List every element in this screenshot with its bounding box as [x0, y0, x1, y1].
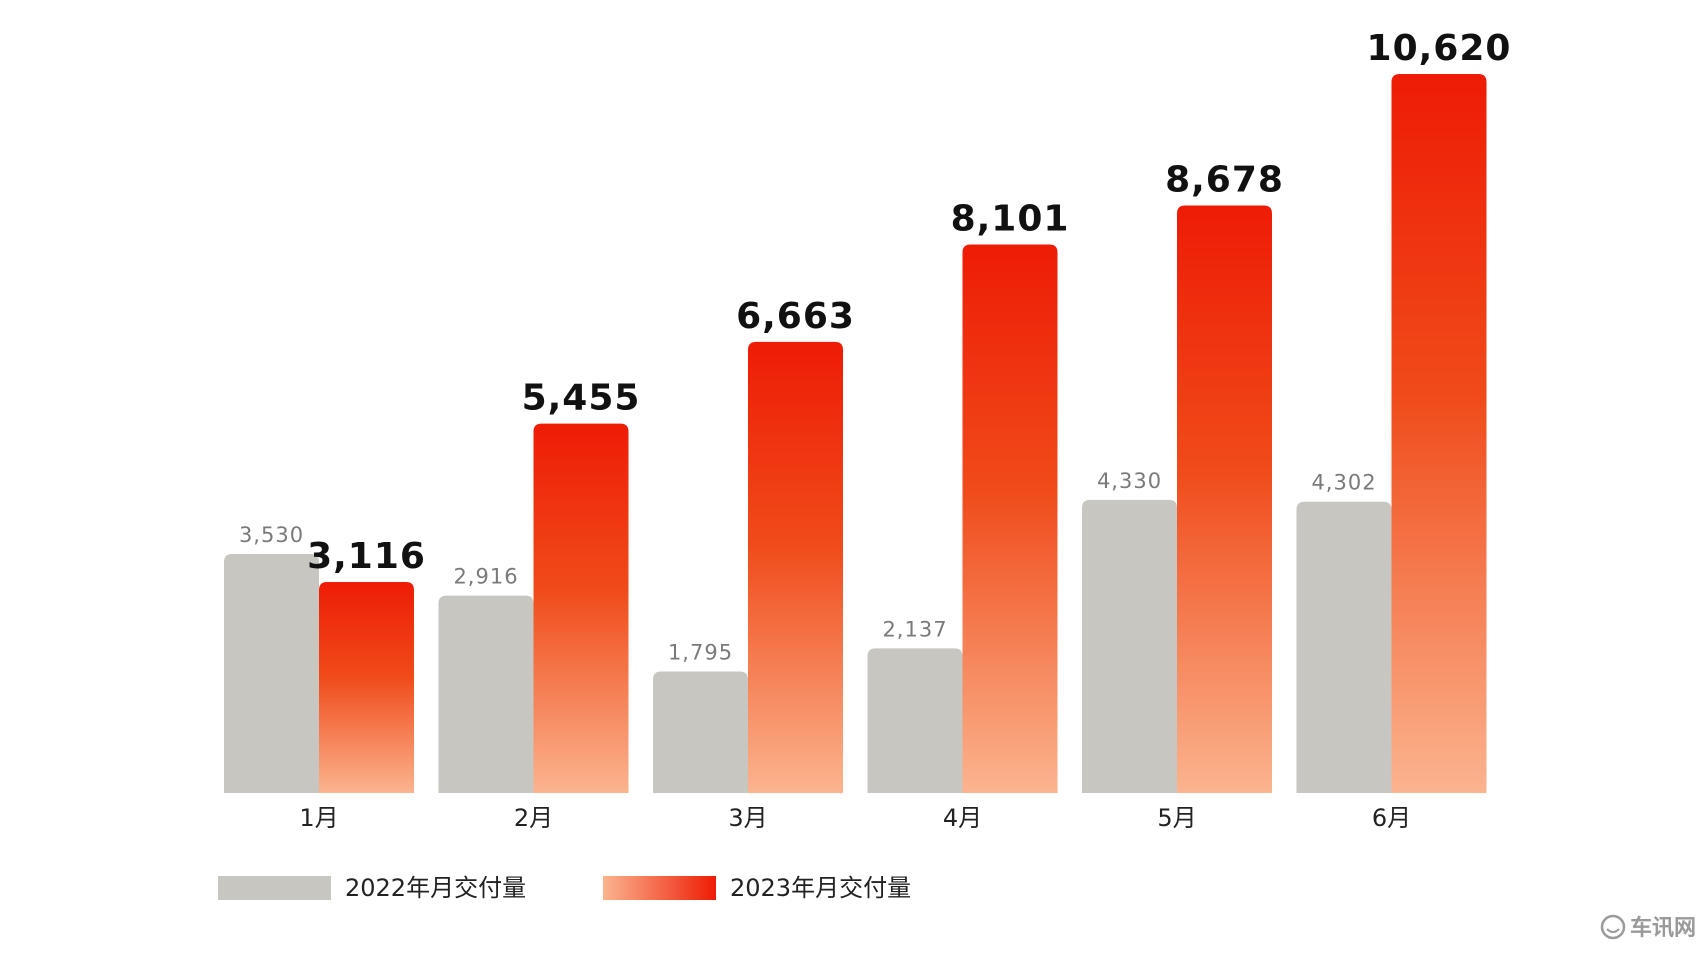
series-2022-value-labels: 3,530 2,916 1,795 2,137 4,330 4,302: [239, 469, 1376, 665]
x-tick-label-1: 1月: [299, 804, 338, 832]
value-label-2023-1: 3,116: [307, 536, 426, 577]
bar-2022-4: [867, 648, 963, 793]
bar-2023-2: [533, 423, 629, 793]
bar-2022-3: [653, 671, 748, 793]
x-tick-label-2: 2月: [514, 804, 553, 832]
value-label-2022-2: 2,916: [453, 565, 518, 589]
x-tick-label-4: 4月: [943, 804, 982, 832]
bar-2023-4: [962, 244, 1058, 793]
x-tick-label-6: 6月: [1372, 804, 1411, 832]
value-label-2023-2: 5,455: [522, 378, 641, 419]
value-label-2022-5: 4,330: [1097, 469, 1162, 493]
legend-label-2023: 2023年月交付量: [730, 874, 911, 902]
value-label-2023-3: 6,663: [736, 296, 855, 337]
bar-2022-1: [224, 554, 319, 793]
series-2023-value-labels: 3,116 5,455 6,663 8,101 8,678 10,620: [307, 28, 1512, 577]
series-2022-bars: [224, 499, 1392, 793]
x-axis-tick-labels: 1月 2月 3月 4月 5月 6月: [299, 804, 1411, 832]
value-label-2022-1: 3,530: [239, 523, 304, 547]
legend: 2022年月交付量 2023年月交付量: [218, 874, 911, 902]
x-tick-label-5: 5月: [1157, 804, 1196, 832]
value-label-2023-4: 8,101: [951, 199, 1070, 240]
bar-2023-6: [1391, 74, 1487, 793]
value-label-2022-4: 2,137: [882, 617, 947, 641]
series-2023-bars: [319, 74, 1487, 793]
value-label-2022-6: 4,302: [1311, 471, 1376, 495]
bar-2022-2: [438, 595, 534, 793]
bar-2022-5: [1082, 499, 1177, 793]
bar-2022-6: [1296, 501, 1392, 793]
bar-2023-1: [319, 582, 414, 793]
watermark-text: 车讯网: [1630, 915, 1696, 941]
x-tick-label-3: 3月: [728, 804, 767, 832]
bar-2023-5: [1177, 205, 1272, 793]
value-label-2023-6: 10,620: [1367, 28, 1512, 69]
smiley-logo-icon: [1600, 914, 1626, 940]
legend-swatch-2022: [218, 876, 331, 900]
watermark: 车讯网: [1600, 914, 1696, 941]
value-label-2022-3: 1,795: [668, 640, 733, 664]
legend-label-2022: 2022年月交付量: [345, 874, 526, 902]
legend-swatch-2023: [603, 876, 716, 900]
bar-2023-3: [748, 341, 843, 793]
value-label-2023-5: 8,678: [1165, 159, 1284, 200]
